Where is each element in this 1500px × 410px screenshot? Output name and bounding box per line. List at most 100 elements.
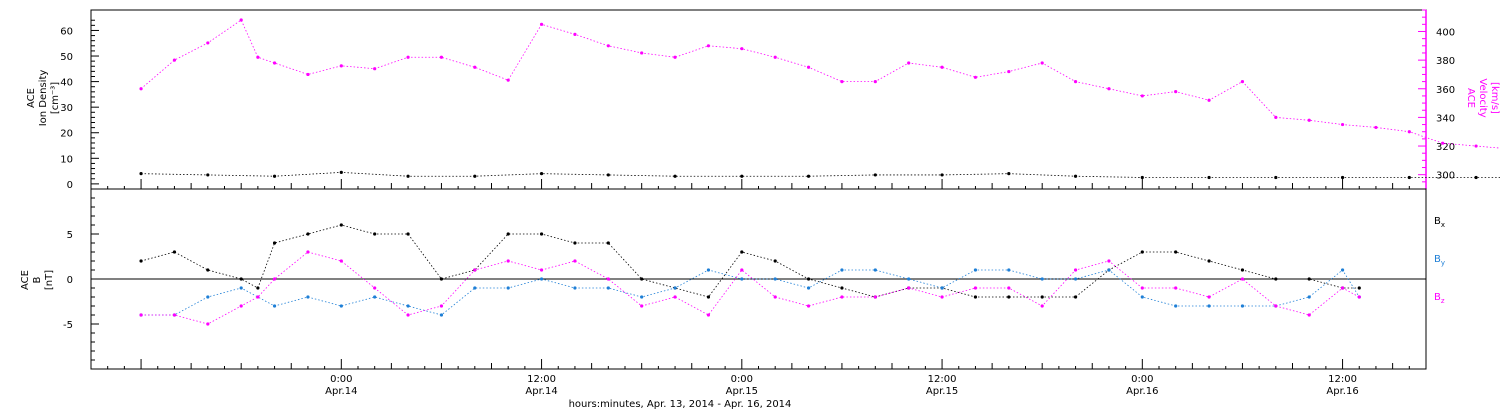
density-tick-label: 50: [60, 52, 73, 63]
bz-series-point: [840, 295, 844, 299]
by-series-point: [940, 286, 944, 290]
bx-series-point: [439, 277, 444, 281]
x-tick-date: Apr.16: [1126, 386, 1158, 397]
density-ylabel-line1: ACE: [26, 88, 37, 108]
velocity-series-point: [973, 75, 978, 79]
by-series-point: [606, 286, 610, 290]
bz-series-point: [1274, 304, 1278, 308]
velocity-ylabel-line3: [km/s]: [1489, 82, 1500, 114]
legend-bx: Bx: [1434, 216, 1445, 229]
velocity-tick-label: 360: [1436, 85, 1455, 96]
b-ylabel-line1: ACE: [20, 270, 31, 290]
x-tick-time: 0:00: [330, 374, 352, 385]
density-series-trace: [141, 171, 1500, 178]
x-tick-time: 12:00: [1328, 374, 1357, 385]
density-series-point: [139, 172, 143, 176]
bx-series-point: [640, 277, 644, 281]
bz-series-point: [306, 250, 310, 254]
density-series-point: [873, 173, 877, 177]
legend-by: By: [1434, 254, 1445, 267]
by-series-point: [907, 277, 911, 281]
density-tick-label: 60: [60, 26, 73, 37]
by-series-point: [373, 295, 377, 299]
velocity-series-point: [606, 44, 610, 48]
density-series-point: [1407, 175, 1411, 180]
by-series-point: [306, 295, 310, 299]
b-ylabel-line3: [nT]: [44, 270, 55, 290]
x-tick-time: 0:00: [1131, 374, 1153, 385]
plasma-frame: [90, 9, 1427, 190]
x-tick-date: Apr.16: [1326, 386, 1358, 397]
by-series-point: [1207, 304, 1211, 308]
bx-series-point: [172, 250, 177, 254]
magnetic-field-panel: -5050:00Apr.1412:00Apr.140:00Apr.1512:00…: [63, 188, 1427, 397]
velocity-series-point: [1107, 87, 1111, 91]
density-tick-label: 20: [60, 129, 73, 140]
bz-series-point: [1207, 295, 1211, 299]
b-tick-label: 0: [67, 275, 73, 286]
velocity-series-point: [1140, 94, 1144, 98]
velocity-series-point: [272, 61, 277, 65]
x-tick-date: Apr.14: [525, 386, 557, 397]
density-series-point: [673, 174, 677, 178]
bz-series-point: [1174, 286, 1178, 290]
density-series-point: [539, 172, 544, 176]
velocity-ylabel-line1: ACE: [1465, 88, 1476, 108]
x-tick-time: 0:00: [731, 374, 753, 385]
density-tick-label: 0: [67, 180, 73, 191]
velocity-series-point: [1374, 125, 1378, 130]
velocity-series-point: [473, 65, 477, 69]
density-ylabel-line2: Ion Density: [38, 70, 49, 127]
velocity-series-point: [1441, 141, 1445, 145]
bx-series-point: [272, 241, 277, 245]
bx-series-point: [506, 232, 510, 236]
bz-series-point: [973, 286, 978, 290]
bz-series-point: [673, 295, 677, 299]
legend-bz: Bz: [1434, 292, 1445, 305]
density-series-point: [806, 174, 811, 178]
velocity-series-trace: [140, 19, 1500, 149]
by-series-point: [1040, 277, 1044, 281]
x-tick-date: Apr.15: [726, 386, 758, 397]
density-ylabel-line3: [cm⁻³]: [50, 82, 61, 114]
bx-series-point: [1307, 277, 1311, 281]
bz-series-point: [773, 295, 777, 299]
by-series-point: [406, 304, 410, 308]
by-series-point: [339, 304, 343, 308]
density-tick-label: 10: [60, 154, 73, 165]
velocity-series: [139, 18, 1500, 149]
b-ylabel-line2: B: [32, 276, 43, 283]
x-tick-date: Apr.14: [325, 386, 357, 397]
bx-series: [139, 223, 1361, 299]
velocity-series-point: [306, 72, 310, 77]
plasma-panel: 0 10 20 30 40 50 60 300 320 340 360 380 400: [60, 9, 1500, 191]
bz-series-trace: [141, 251, 1360, 325]
velocity-series-point: [706, 44, 711, 48]
bx-series-point: [706, 295, 711, 299]
velocity-series-point: [339, 64, 343, 68]
velocity-series-point: [256, 55, 260, 59]
by-series-point: [773, 277, 777, 281]
bz-series-point: [1357, 295, 1361, 299]
density-series-point: [1474, 175, 1478, 180]
velocity-series-point: [673, 55, 677, 59]
velocity-series-point: [239, 18, 243, 22]
velocity-tick-label: 380: [1436, 56, 1455, 67]
velocity-series-point: [840, 80, 844, 84]
by-series: [139, 268, 1361, 317]
x-tick-date: Apr.15: [926, 386, 958, 397]
b-tick-label: 5: [67, 230, 73, 241]
velocity-series-point: [1307, 118, 1311, 122]
x-tick-time: 12:00: [928, 374, 957, 385]
velocity-tick-label: 320: [1436, 142, 1455, 153]
by-series-point: [1007, 268, 1011, 272]
velocity-ylabel-line2: Velocity: [1477, 78, 1488, 117]
bz-series: [139, 250, 1361, 326]
density-tick-label: 30: [60, 103, 73, 114]
density-tick-label: 40: [60, 78, 73, 89]
velocity-series-point: [439, 55, 444, 59]
by-series-point: [873, 268, 877, 272]
bz-series-point: [172, 313, 177, 317]
bx-series-point: [1174, 250, 1178, 254]
